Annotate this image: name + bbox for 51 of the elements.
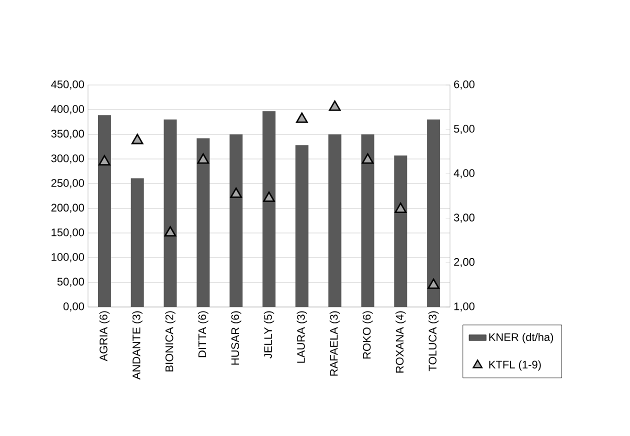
y-tick-label: 200,00 (51, 204, 84, 213)
x-tick-label: JELLY (5) (264, 311, 274, 358)
y2-tick-label: 1,00 (454, 302, 474, 312)
y2-tick-label: 3,00 (454, 214, 474, 223)
bar (295, 145, 308, 307)
x-tick-label: BIONICA (2) (165, 311, 176, 372)
bar (427, 120, 440, 307)
point (164, 226, 176, 237)
bar (196, 138, 210, 307)
bar (262, 111, 276, 307)
point (263, 192, 275, 202)
point (230, 188, 242, 198)
legend-label: KTFL (1-9) (489, 360, 541, 371)
x-tick-label: AGRIA (6) (99, 311, 110, 362)
x-tick-label: HUSAR (6) (230, 311, 242, 365)
y-tick-label: 400,00 (51, 105, 84, 114)
point (98, 155, 110, 166)
legend-label: KNER (dt/ha) (489, 332, 554, 344)
bar (130, 178, 144, 307)
bar (98, 115, 111, 307)
y-tick-label: 50,00 (57, 278, 84, 287)
y-tick-label: 150,00 (52, 228, 84, 238)
bar (361, 134, 374, 307)
point (428, 278, 440, 289)
point (296, 112, 308, 123)
point (131, 134, 144, 144)
x-tick-label: DITTA (6) (198, 311, 208, 358)
bar (164, 120, 177, 307)
y-tick-label: 100,00 (52, 253, 84, 262)
x-tick-label: TOLUCA (3) (428, 311, 439, 372)
bar (328, 134, 342, 307)
bar (230, 134, 243, 307)
point (394, 202, 407, 214)
x-tick-label: RAFAELA (3) (330, 311, 340, 376)
y-tick-label: 450,00 (51, 80, 84, 90)
point (328, 100, 341, 111)
y2-tick-label: 2,00 (454, 258, 474, 268)
y-tick-label: 300,00 (51, 154, 84, 164)
y-tick-label: 0,00 (63, 302, 84, 312)
bar (394, 156, 408, 307)
point (362, 153, 374, 164)
x-tick-label: ROXANA (4) (396, 311, 406, 373)
x-tick-label: ROKO (6) (362, 311, 373, 359)
y2-tick-label: 4,00 (454, 169, 474, 178)
point (197, 153, 210, 164)
y2-tick-label: 6,00 (454, 80, 474, 90)
x-tick-label: ANDANTE (3) (132, 311, 142, 380)
x-tick-label: LAURA (3) (296, 311, 308, 363)
y2-tick-label: 5,00 (454, 124, 474, 134)
y-tick-label: 250,00 (51, 179, 84, 188)
y-tick-label: 350,00 (51, 130, 84, 139)
